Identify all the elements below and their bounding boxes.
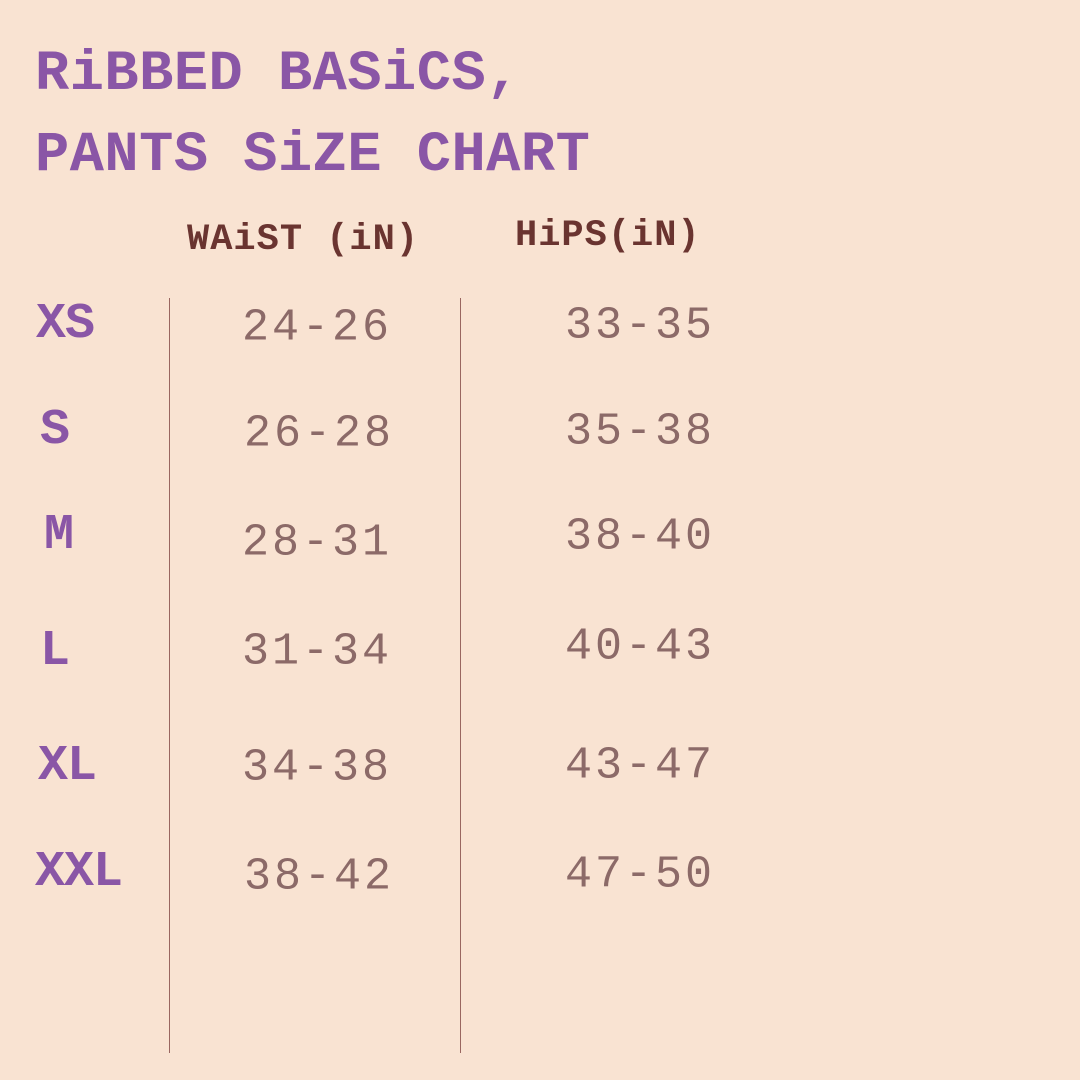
waist-value: 26-28: [244, 408, 395, 460]
hips-value: 43-47: [565, 740, 716, 792]
waist-value: 34-38: [242, 742, 393, 794]
hips-value: 47-50: [565, 849, 716, 901]
waist-value: 31-34: [242, 626, 393, 678]
size-label: XS: [36, 296, 95, 353]
size-label: M: [44, 507, 74, 564]
header-waist: WAiST (iN): [187, 219, 420, 261]
waist-value: 28-31: [242, 517, 393, 569]
waist-value: 24-26: [242, 302, 393, 354]
size-label: S: [40, 402, 70, 459]
header-hips: HiPS(iN): [515, 215, 701, 257]
title-line-2: PANTS SiZE CHART: [35, 124, 591, 188]
divider-line-1: [169, 298, 170, 1053]
waist-value: 38-42: [244, 851, 395, 903]
hips-value: 38-40: [565, 511, 716, 563]
size-label: L: [40, 623, 70, 680]
divider-line-2: [460, 298, 461, 1053]
size-label: XXL: [35, 844, 123, 901]
hips-value: 35-38: [565, 406, 716, 458]
hips-value: 33-35: [565, 300, 716, 352]
size-label: XL: [38, 738, 97, 795]
hips-value: 40-43: [565, 621, 716, 673]
title-line-1: RiBBED BASiCS,: [35, 43, 521, 107]
